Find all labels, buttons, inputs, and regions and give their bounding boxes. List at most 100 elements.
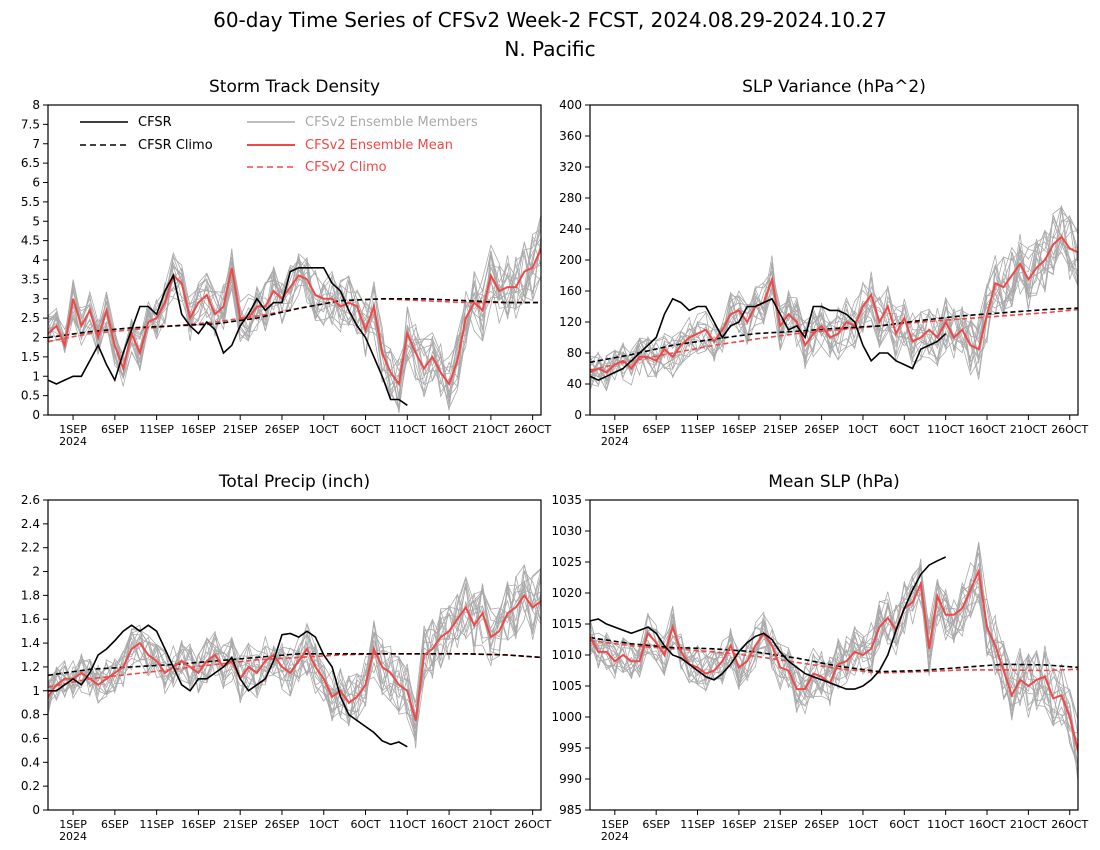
- y-tick-label: 0.8: [21, 708, 40, 722]
- x-tick-label: 26OCT: [514, 818, 551, 831]
- x-tick-label: 11SEP: [139, 423, 174, 436]
- x-tick-label: 6OCT: [889, 818, 919, 831]
- y-tick-label: 7.5: [21, 117, 40, 131]
- x-tick-label: 1SEP: [601, 818, 629, 831]
- y-tick-label: 1: [32, 369, 40, 383]
- chart-title: Mean SLP (hPa): [768, 472, 900, 492]
- y-tick-label: 320: [559, 160, 582, 174]
- y-tick-label: 0.5: [21, 389, 40, 403]
- y-tick-label: 990: [559, 772, 582, 786]
- ensemble-member-line: [590, 541, 1078, 782]
- x-tick-label: 26OCT: [514, 423, 551, 436]
- ensemble-member-line: [590, 242, 1078, 391]
- x-tick-label: 11OCT: [927, 818, 964, 831]
- ensemble-member-line: [590, 214, 1078, 386]
- y-tick-label: 2: [32, 565, 40, 579]
- chart-panel-4: Mean SLP (hPa) 985 990 995 1000 1005 1010 1015 1…: [551, 472, 1088, 843]
- x-tick-label: 21OCT: [472, 818, 509, 831]
- plot-area: [48, 214, 541, 413]
- legend-cfsr-climo-label: CFSR Climo: [138, 138, 213, 153]
- y-tick-label: 280: [559, 191, 582, 205]
- x-tick-label: 21SEP: [223, 818, 258, 831]
- x-tick-label: 11SEP: [139, 818, 174, 831]
- chart-title: Storm Track Density: [209, 77, 380, 97]
- x-tick-label: 1SEP: [601, 423, 629, 436]
- y-tick-label: 40: [567, 377, 582, 391]
- x-tick-label: 11SEP: [680, 818, 715, 831]
- y-tick-label: 2.6: [21, 493, 40, 507]
- x-tick-label: 6OCT: [350, 423, 380, 436]
- x-year-label: 2024: [601, 435, 629, 448]
- y-tick-label: 5.5: [21, 195, 40, 209]
- plot-area: [48, 564, 541, 749]
- ensemble-member-line: [590, 206, 1078, 392]
- y-tick-label: 0.4: [21, 755, 40, 769]
- figure-title: 60-day Time Series of CFSv2 Week-2 FCST,…: [213, 8, 887, 32]
- x-tick-label: 6SEP: [101, 818, 129, 831]
- y-tick-label: 160: [559, 284, 582, 298]
- y-tick-label: 240: [559, 222, 582, 236]
- y-tick-label: 6.5: [21, 156, 40, 170]
- y-tick-label: 985: [559, 803, 582, 817]
- legend-climo-label: CFSv2 Climo: [305, 160, 387, 175]
- y-tick-label: 1030: [551, 524, 582, 538]
- x-tick-label: 21OCT: [1010, 423, 1047, 436]
- x-tick-label: 1SEP: [59, 423, 87, 436]
- legend-mean-label: CFSv2 Ensemble Mean: [305, 138, 453, 153]
- ensemble-mean-line: [48, 248, 541, 387]
- x-tick-label: 6SEP: [101, 423, 129, 436]
- x-tick-label: 16OCT: [431, 423, 468, 436]
- y-tick-label: 0.2: [21, 779, 40, 793]
- plot-area: [590, 205, 1078, 392]
- y-tick-label: 1035: [551, 493, 582, 507]
- figure-subtitle: N. Pacific: [504, 37, 595, 61]
- x-tick-label: 16SEP: [181, 818, 216, 831]
- y-tick-label: 200: [559, 253, 582, 267]
- x-tick-label: 16SEP: [722, 423, 757, 436]
- plot-frame: [47, 499, 542, 811]
- x-tick-label: 16SEP: [181, 423, 216, 436]
- ensemble-member-line: [48, 216, 541, 408]
- ensemble-mean-line: [590, 567, 1078, 752]
- chart-title: Total Precip (inch): [218, 472, 370, 492]
- y-tick-label: 4: [32, 253, 40, 267]
- y-tick-label: 1005: [551, 679, 582, 693]
- x-tick-label: 26OCT: [1051, 818, 1088, 831]
- x-tick-label: 1OCT: [848, 423, 878, 436]
- x-tick-label: 11OCT: [389, 818, 426, 831]
- y-tick-label: 1015: [551, 617, 582, 631]
- y-tick-label: 2.5: [21, 311, 40, 325]
- plot-frame: [589, 104, 1079, 416]
- x-tick-label: 1OCT: [309, 423, 339, 436]
- ensemble-member-line: [48, 580, 541, 723]
- chart-panels: Storm Track Density 0 0.5 1 1.5 2 2.5 3 3.5 4 4.5 5…: [21, 77, 1089, 843]
- y-tick-label: 0: [32, 408, 40, 422]
- x-tick-label: 26SEP: [265, 818, 300, 831]
- ensemble-member-line: [590, 207, 1078, 386]
- y-tick-label: 7: [32, 137, 40, 151]
- y-tick-label: 2: [32, 331, 40, 345]
- x-tick-label: 1SEP: [59, 818, 87, 831]
- x-tick-label: 21OCT: [1010, 818, 1047, 831]
- x-tick-label: 11SEP: [680, 423, 715, 436]
- chart-panel-3: Total Precip (inch) 0 0.2 0.4 0.6 0.8 1 1.2 1.4 1…: [21, 472, 552, 843]
- ensemble-member-line: [48, 569, 541, 749]
- x-tick-label: 21SEP: [763, 423, 798, 436]
- y-tick-label: 2.2: [21, 541, 40, 555]
- y-tick-label: 3.5: [21, 272, 40, 286]
- x-tick-label: 26SEP: [804, 818, 839, 831]
- y-tick-label: 1.5: [21, 350, 40, 364]
- ensemble-member-line: [590, 210, 1078, 386]
- y-tick-label: 360: [559, 129, 582, 143]
- y-tick-label: 8: [32, 98, 40, 112]
- cfsr-line: [48, 266, 408, 406]
- x-tick-label: 16OCT: [431, 818, 468, 831]
- x-tick-label: 6OCT: [350, 818, 380, 831]
- y-tick-label: 1: [32, 684, 40, 698]
- cfsr-climo-line: [590, 307, 1078, 364]
- y-tick-label: 80: [567, 346, 582, 360]
- y-tick-label: 0: [574, 408, 582, 422]
- cfsr-climo-line: [48, 652, 541, 677]
- y-tick-label: 1.2: [21, 660, 40, 674]
